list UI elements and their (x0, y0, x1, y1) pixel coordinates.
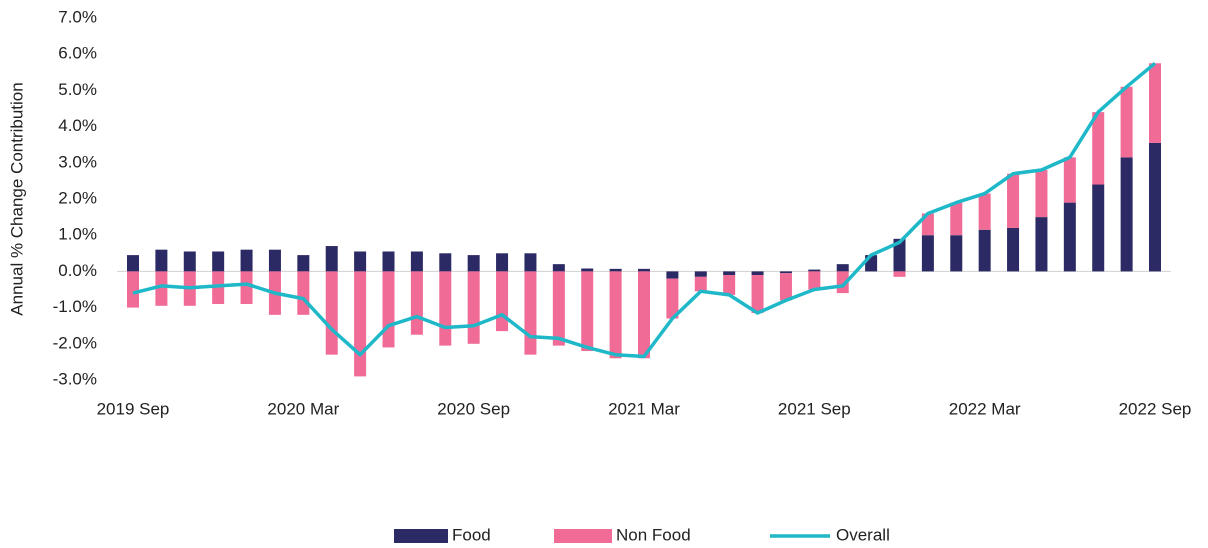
bar (382, 271, 395, 348)
bar (666, 271, 679, 279)
bar (921, 235, 934, 272)
bar (212, 271, 225, 304)
bar (779, 271, 792, 274)
bar (950, 235, 963, 272)
bar (1035, 217, 1048, 272)
y-tick-label: 5.0% (58, 80, 97, 99)
x-tick-label: 2019 Sep (97, 399, 170, 418)
legend-swatch (394, 529, 448, 543)
bar (694, 271, 707, 277)
y-tick-label: -1.0% (53, 297, 97, 316)
bar (638, 271, 650, 359)
bar (496, 253, 509, 272)
bar (155, 249, 168, 272)
bar (524, 253, 537, 272)
bar (297, 271, 310, 315)
bar (354, 251, 367, 272)
legend-swatch (554, 529, 612, 543)
bar (240, 249, 253, 272)
bar (808, 271, 821, 290)
y-tick-label: -3.0% (53, 369, 97, 388)
bar (779, 273, 792, 301)
bar (297, 255, 310, 272)
bar (382, 251, 395, 272)
y-tick-label: 4.0% (58, 116, 97, 135)
bar (609, 271, 622, 359)
bar (893, 238, 906, 272)
bar (581, 268, 594, 272)
bar (1120, 157, 1133, 272)
y-axis-label: Annual % Change Contribution (7, 82, 26, 315)
bar (1149, 63, 1161, 143)
y-tick-label: 7.0% (58, 7, 97, 26)
x-tick-label: 2021 Mar (608, 399, 680, 418)
x-tick-label: 2020 Sep (437, 399, 510, 418)
bar (467, 271, 480, 344)
bar (552, 271, 565, 346)
bar (609, 268, 622, 272)
bar (410, 251, 423, 272)
bar (410, 271, 423, 335)
bar (723, 275, 736, 295)
x-tick-label: 2022 Sep (1119, 399, 1192, 418)
bar (638, 268, 650, 272)
legend-label: Overall (836, 525, 890, 544)
bar (212, 251, 225, 272)
bar (1120, 86, 1133, 158)
bar (325, 271, 338, 355)
bar (1149, 142, 1161, 272)
bar (1007, 227, 1020, 272)
bar (183, 251, 196, 272)
bar (978, 193, 991, 230)
bar (723, 271, 736, 276)
bar (240, 271, 253, 304)
bar (1092, 184, 1105, 272)
bar (268, 249, 281, 272)
bar (1035, 170, 1048, 218)
bar (808, 269, 821, 272)
bar (1063, 157, 1076, 203)
bar (751, 271, 764, 276)
bar (552, 264, 565, 272)
bar (581, 271, 594, 352)
y-tick-label: 2.0% (58, 188, 97, 207)
bar (325, 246, 338, 272)
bar (1063, 202, 1076, 272)
line (132, 61, 1157, 359)
bar (694, 276, 707, 292)
bar (354, 271, 367, 377)
bar (836, 264, 849, 272)
bar (496, 271, 509, 332)
bar (1092, 112, 1105, 185)
bar (127, 255, 139, 272)
bar (978, 229, 991, 272)
bar (1007, 173, 1020, 228)
y-tick-label: 6.0% (58, 44, 97, 63)
bar (893, 271, 906, 277)
bar (439, 253, 452, 272)
y-tick-label: -2.0% (53, 333, 97, 352)
bar (751, 275, 764, 314)
x-tick-label: 2022 Mar (949, 399, 1021, 418)
bar (439, 271, 452, 346)
bar (127, 271, 139, 308)
y-tick-label: 3.0% (58, 152, 97, 171)
y-tick-label: 0.0% (58, 261, 97, 280)
y-tick-label: 1.0% (58, 225, 97, 244)
legend-label: Non Food (616, 525, 691, 544)
legend-label: Food (452, 525, 491, 544)
bar (524, 271, 537, 355)
x-tick-label: 2020 Mar (267, 399, 339, 418)
bar (155, 271, 168, 306)
x-tick-label: 2021 Sep (778, 399, 851, 418)
bar (467, 255, 480, 272)
bar (666, 278, 679, 319)
bar (950, 202, 963, 236)
